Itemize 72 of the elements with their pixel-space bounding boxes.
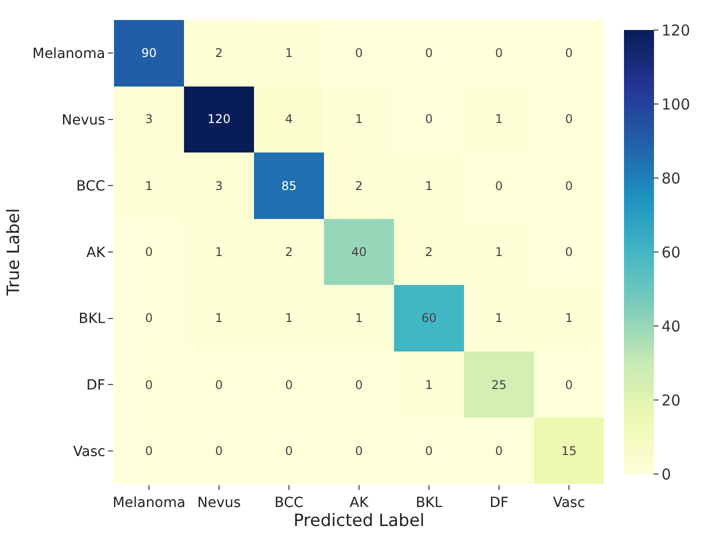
data-label: 0 (145, 378, 153, 392)
data-label: 2 (215, 46, 223, 60)
data-label: 60 (421, 311, 437, 326)
x-tick-label: AK (350, 494, 370, 511)
data-label: 0 (355, 378, 363, 392)
y-tick-label: Melanoma (32, 46, 106, 62)
data-label: 0 (145, 311, 153, 326)
data-label: 1 (145, 179, 153, 194)
data-label: 1 (425, 378, 433, 392)
y-tick-label: AK (86, 244, 106, 261)
color-bar-label: 100 (662, 95, 690, 114)
data-label: 2 (285, 245, 293, 260)
data-label: 120 (208, 112, 230, 126)
data-label: 0 (565, 112, 573, 126)
data-label: 25 (491, 378, 507, 392)
data-label: 4 (285, 112, 293, 126)
y-tick-label: DF (86, 377, 106, 394)
data-label: 0 (285, 444, 293, 458)
data-label: 0 (355, 46, 363, 60)
x-axis-title: Predicted Label (293, 510, 425, 531)
data-label: 0 (565, 378, 573, 392)
data-label: 3 (215, 179, 223, 194)
data-label: 0 (495, 46, 503, 60)
data-label: 1 (355, 311, 363, 326)
data-label: 1 (425, 179, 433, 194)
data-label: 1 (355, 112, 363, 126)
data-label: 0 (145, 245, 153, 260)
data-label: 1 (285, 311, 293, 326)
data-label: 0 (565, 245, 573, 260)
data-label: 0 (425, 46, 433, 60)
data-label: 15 (561, 444, 577, 458)
data-label: 3 (145, 112, 153, 126)
data-label: 0 (425, 444, 433, 458)
x-tick-label: BKL (416, 494, 442, 511)
color-bar-label: 80 (662, 169, 681, 188)
data-label: 1 (495, 112, 503, 126)
data-label: 1 (565, 311, 573, 326)
x-tick-label: Vasc (552, 494, 586, 511)
data-label: 0 (565, 46, 573, 60)
data-label: 0 (495, 444, 503, 458)
data-label: 0 (565, 179, 573, 194)
data-label: 2 (425, 245, 433, 260)
y-tick-label: Nevus (62, 112, 106, 128)
color-bar-label: 20 (662, 391, 681, 410)
color-bar-label: 0 (662, 465, 672, 484)
color-bar-label: 40 (662, 317, 681, 336)
data-label: 0 (215, 378, 223, 392)
data-label: 2 (355, 179, 363, 194)
data-label: 40 (351, 245, 367, 260)
data-label: 1 (495, 245, 503, 260)
y-tick-label: Vasc (73, 444, 106, 460)
data-label: 0 (145, 444, 153, 458)
color-bar-label: 120 (662, 21, 690, 40)
data-label: 0 (425, 112, 433, 126)
data-label: 85 (281, 179, 297, 194)
data-label: 90 (141, 46, 157, 60)
y-tick-label: BCC (76, 178, 106, 195)
x-tick-label: Melanoma (112, 494, 186, 511)
data-label: 1 (215, 245, 223, 260)
data-label: 0 (355, 444, 363, 458)
x-tick-label: DF (490, 494, 508, 511)
color-bar-label: 60 (662, 243, 681, 262)
y-tick-label: BKL (78, 311, 106, 328)
y-axis-title: True Label (4, 208, 24, 297)
data-label: 0 (285, 378, 293, 392)
x-tick-label: Nevus (197, 494, 241, 511)
data-label: 1 (495, 311, 503, 326)
data-label: 1 (285, 46, 293, 60)
data-label: 0 (215, 444, 223, 458)
data-label: 0 (495, 179, 503, 194)
x-tick-label: BCC (274, 494, 304, 511)
data-label: 1 (215, 311, 223, 326)
